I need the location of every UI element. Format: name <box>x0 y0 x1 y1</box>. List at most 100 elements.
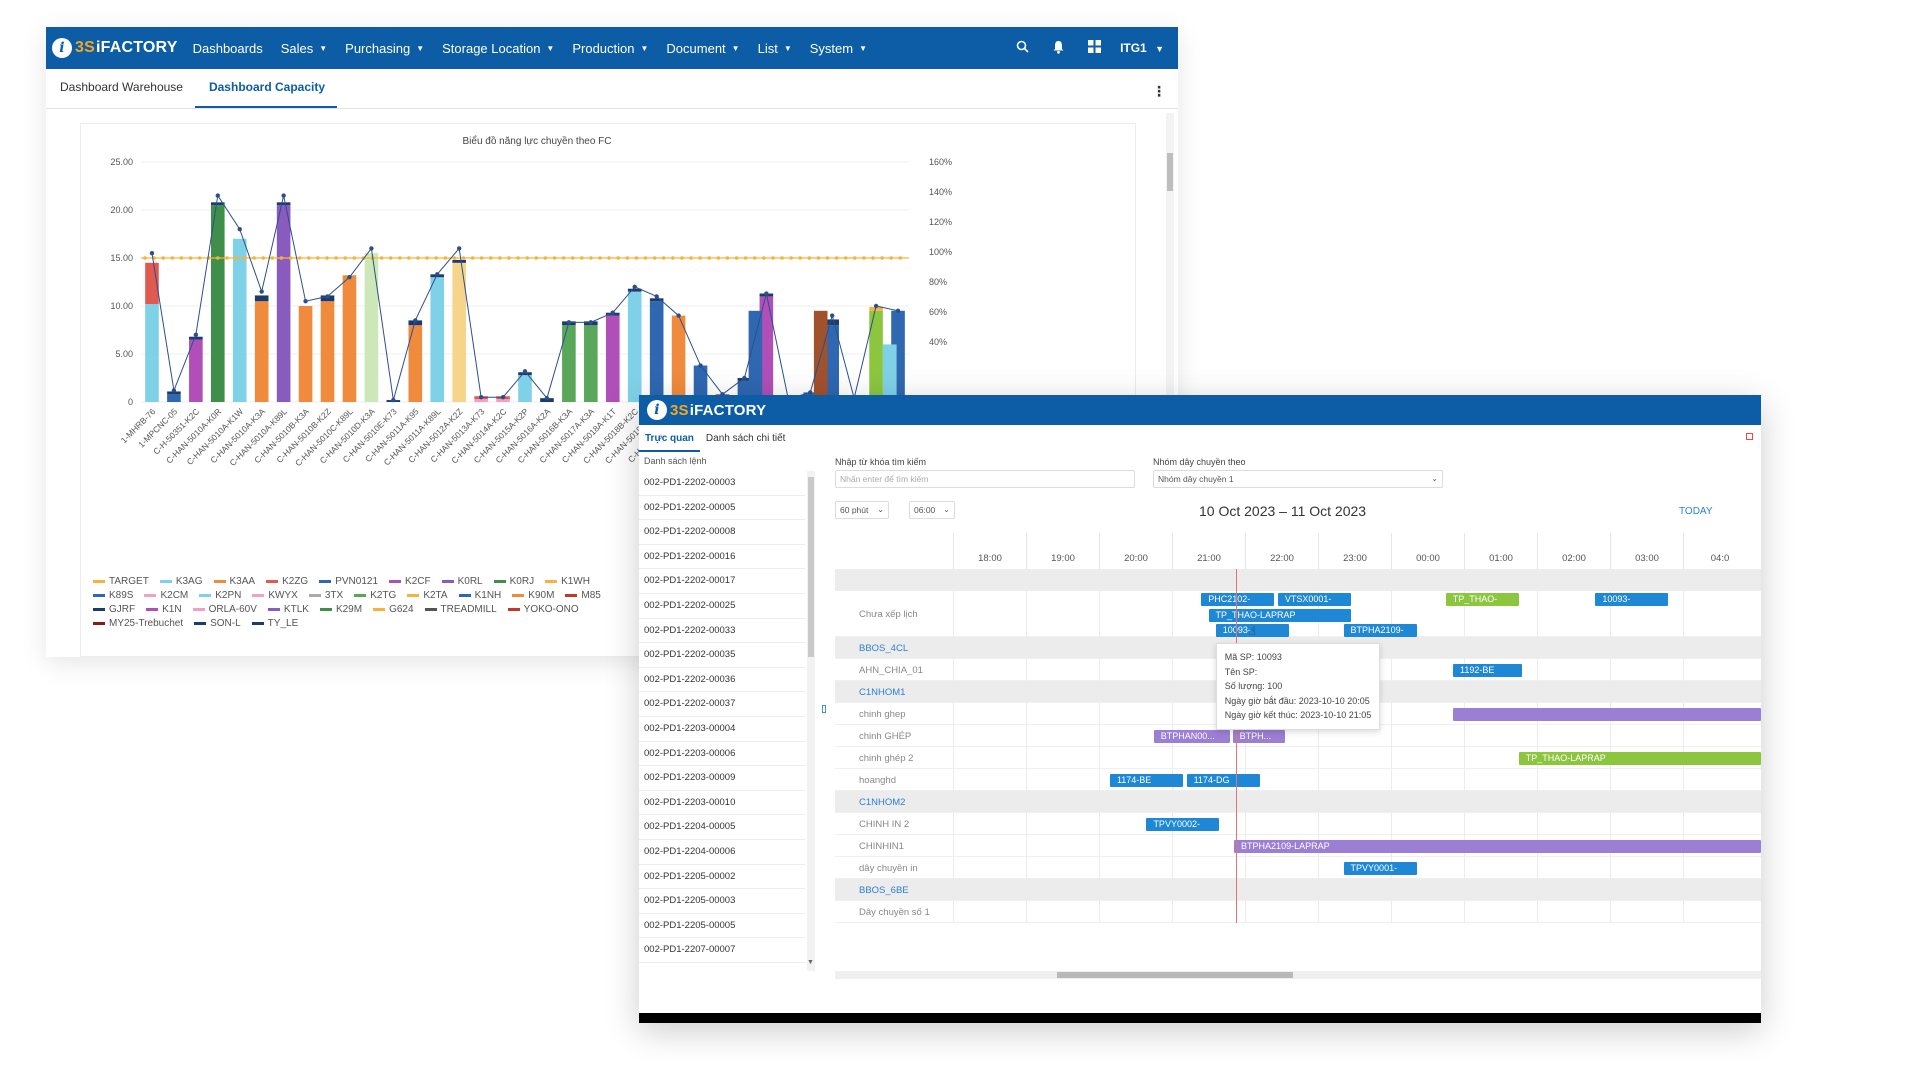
group-label[interactable]: BBOS_4CL <box>859 642 909 654</box>
user-menu[interactable]: ITG1 ▼ <box>1120 41 1164 55</box>
legend-item[interactable]: K89S <box>93 590 133 601</box>
order-item[interactable]: 002-PD1-2202-00033 <box>639 619 805 644</box>
order-item[interactable]: 002-PD1-2204-00005 <box>639 815 805 840</box>
group-label[interactable]: BBOS_6BE <box>859 884 909 896</box>
order-item[interactable]: 002-PD1-2207-00007 <box>639 938 805 963</box>
legend-item[interactable]: K29M <box>319 604 362 615</box>
order-item[interactable]: 002-PD1-2205-00005 <box>639 914 805 939</box>
legend-item[interactable]: TARGET <box>93 576 149 587</box>
schedule-bar[interactable]: TPVY0002- <box>1146 817 1220 831</box>
legend-item[interactable]: SON-L <box>194 618 241 629</box>
schedule-bar[interactable]: 1192-BE <box>1453 663 1523 677</box>
group-label[interactable]: C1NHOM2 <box>859 796 906 808</box>
scroll-down-icon[interactable]: ▼ <box>807 959 814 966</box>
bell-icon[interactable] <box>1040 40 1076 57</box>
today-button[interactable]: TODAY <box>1679 506 1713 517</box>
menu-item[interactable]: Purchasing ▼ <box>336 41 433 56</box>
schedule-bar[interactable]: TP_THAO- <box>1445 593 1519 606</box>
page-scrollbar-thumb[interactable] <box>1167 153 1173 191</box>
schedule-bar[interactable]: TP_THAO-LAPRAP <box>1208 608 1351 622</box>
order-item[interactable]: 002-PD1-2202-00035 <box>639 643 805 668</box>
menu-item[interactable]: System ▼ <box>801 41 876 56</box>
legend-item[interactable]: K2PN <box>199 590 241 601</box>
order-item[interactable]: 002-PD1-2203-00009 <box>639 766 805 791</box>
order-item[interactable]: 002-PD1-2203-00006 <box>639 742 805 767</box>
legend-item[interactable]: KWYX <box>252 590 298 601</box>
menu-item[interactable]: Production ▼ <box>563 41 657 56</box>
legend-item[interactable]: YOKO-ONO <box>507 604 579 615</box>
menu-item[interactable]: List ▼ <box>749 41 801 56</box>
menu-item[interactable]: Document ▼ <box>657 41 748 56</box>
legend-item[interactable]: ORLA-60V <box>192 604 257 615</box>
page-scrollbar[interactable] <box>1166 113 1174 657</box>
order-item[interactable]: 002-PD1-2203-00004 <box>639 717 805 742</box>
order-item[interactable]: 002-PD1-2202-00025 <box>639 594 805 619</box>
order-item[interactable]: 002-PD1-2202-00037 <box>639 692 805 717</box>
order-item[interactable]: 002-PD1-2202-00036 <box>639 668 805 693</box>
legend-item[interactable]: K2ZG <box>266 576 308 587</box>
order-item[interactable]: 002-PD1-2205-00003 <box>639 889 805 914</box>
app-logo[interactable]: i 3S iFACTORY <box>52 38 178 58</box>
tab-dashboard-capacity[interactable]: Dashboard Capacity <box>194 80 338 108</box>
search-icon[interactable] <box>1004 40 1040 56</box>
schedule-bar[interactable]: 1174-DG <box>1186 773 1260 787</box>
legend-item[interactable]: PVN0121 <box>319 576 378 587</box>
legend-item[interactable]: TREADMILL <box>424 604 497 615</box>
schedule-bar[interactable]: 1174-BE <box>1109 773 1183 787</box>
scheduler-tab[interactable]: Danh sách chi tiết <box>705 433 786 444</box>
legend-item[interactable]: K1WH <box>545 576 590 587</box>
schedule-bar[interactable]: TPVY0001- <box>1343 861 1417 875</box>
search-input[interactable]: Nhấn enter để tìm kiếm <box>835 470 1135 488</box>
menu-item[interactable]: Dashboards <box>184 41 272 56</box>
schedule-bar[interactable]: BTPHA2109-LAPRAP <box>1234 839 1761 853</box>
legend-item[interactable]: M85 <box>565 590 601 601</box>
more-options-icon[interactable]: ⋮ <box>1152 83 1166 99</box>
apps-grid-icon[interactable] <box>1076 40 1112 56</box>
group-label[interactable]: C1NHOM1 <box>859 686 906 698</box>
schedule-bar[interactable]: VTSX0001- <box>1277 593 1351 606</box>
schedule-bar[interactable]: BTPHA2109- <box>1343 624 1417 637</box>
gantt-horizontal-scrollbar-thumb[interactable] <box>1057 972 1293 978</box>
legend-item[interactable]: K2TA <box>407 590 448 601</box>
menu-item[interactable]: Storage Location ▼ <box>433 41 563 56</box>
group-by-select[interactable]: Nhóm dây chuyền 1 ⌄ <box>1153 470 1443 488</box>
legend-item[interactable]: K0RL <box>441 576 483 587</box>
legend-item[interactable]: K2CM <box>144 590 188 601</box>
schedule-bar[interactable]: BTPHAN00... <box>1153 729 1231 743</box>
order-item[interactable]: 002-PD1-2202-00017 <box>639 569 805 594</box>
tab-dashboard-warehouse[interactable]: Dashboard Warehouse <box>60 80 183 94</box>
legend-item[interactable]: K2TG <box>354 590 396 601</box>
schedule-bar[interactable]: BTPH... <box>1232 729 1286 743</box>
legend-item[interactable]: G624 <box>373 604 414 615</box>
order-item[interactable]: 002-PD1-2205-00002 <box>639 865 805 890</box>
schedule-bar[interactable]: PHC2102- <box>1201 593 1275 606</box>
gantt-horizontal-scrollbar[interactable] <box>835 971 1761 979</box>
panel-resize-handle[interactable] <box>822 705 826 713</box>
menu-item[interactable]: Sales ▼ <box>272 41 336 56</box>
order-list-scrollbar-thumb[interactable] <box>808 477 814 657</box>
order-item[interactable]: 002-PD1-2202-00008 <box>639 520 805 545</box>
legend-item[interactable]: K90M <box>512 590 554 601</box>
scheduler-tab[interactable]: Trực quan <box>639 426 700 452</box>
order-item[interactable]: 002-PD1-2202-00005 <box>639 496 805 521</box>
order-item[interactable]: 002-PD1-2203-00010 <box>639 791 805 816</box>
schedule-bar[interactable]: 10093- <box>1595 593 1669 606</box>
order-item[interactable]: 002-PD1-2202-00003 <box>639 471 805 496</box>
order-item[interactable]: 002-PD1-2204-00006 <box>639 840 805 865</box>
order-list-scrollbar[interactable] <box>807 471 815 971</box>
legend-item[interactable]: MY25-Trebuchet <box>93 618 183 629</box>
legend-item[interactable]: GJRF <box>93 604 135 615</box>
start-time-select[interactable]: 06:00 ⌄ <box>909 501 955 519</box>
schedule-bar[interactable] <box>1453 707 1761 721</box>
legend-item[interactable]: K3AA <box>213 576 255 587</box>
legend-item[interactable]: K1N <box>146 604 182 615</box>
legend-item[interactable]: K0RJ <box>493 576 534 587</box>
legend-item[interactable]: KTLK <box>267 604 309 615</box>
order-item[interactable]: 002-PD1-2202-00016 <box>639 545 805 570</box>
legend-item[interactable]: K3AG <box>159 576 203 587</box>
legend-item[interactable]: K1NH <box>458 590 501 601</box>
legend-item[interactable]: K2CF <box>389 576 431 587</box>
schedule-bar[interactable]: TP_THAO-LAPRAP <box>1518 751 1761 765</box>
legend-item[interactable]: TY_LE <box>251 618 298 629</box>
close-icon[interactable] <box>1746 433 1753 440</box>
